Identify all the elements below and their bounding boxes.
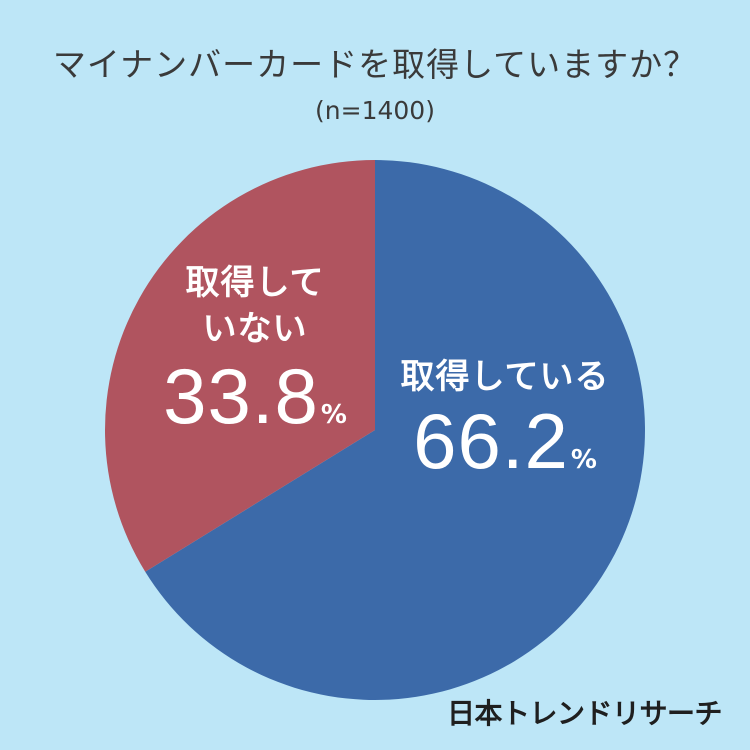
- sample-size-label: (n=1400): [315, 96, 435, 125]
- pie-slice-not-obtained: [104, 160, 375, 572]
- slice-value-not-obtained: 33.8: [163, 352, 319, 440]
- brand-logo: 日本トレンドリサーチ: [446, 697, 723, 730]
- slice-unit-obtained: %: [570, 445, 597, 476]
- slice-name-not-obtained-line2: いない: [202, 309, 308, 349]
- pie-slice-obtained: [145, 160, 645, 701]
- chart-title: マイナンバーカードを取得していますか？: [52, 45, 698, 84]
- slice-value-obtained: 66.2: [413, 397, 569, 486]
- slice-unit-not-obtained: %: [320, 400, 347, 430]
- slice-name-not-obtained-line1: 取得して: [185, 263, 325, 303]
- slice-label-obtained: 取得している 66.2%: [385, 357, 625, 487]
- slice-name-obtained: 取得している: [400, 357, 610, 397]
- slice-label-not-obtained: 取得して いない 33.8%: [155, 260, 355, 442]
